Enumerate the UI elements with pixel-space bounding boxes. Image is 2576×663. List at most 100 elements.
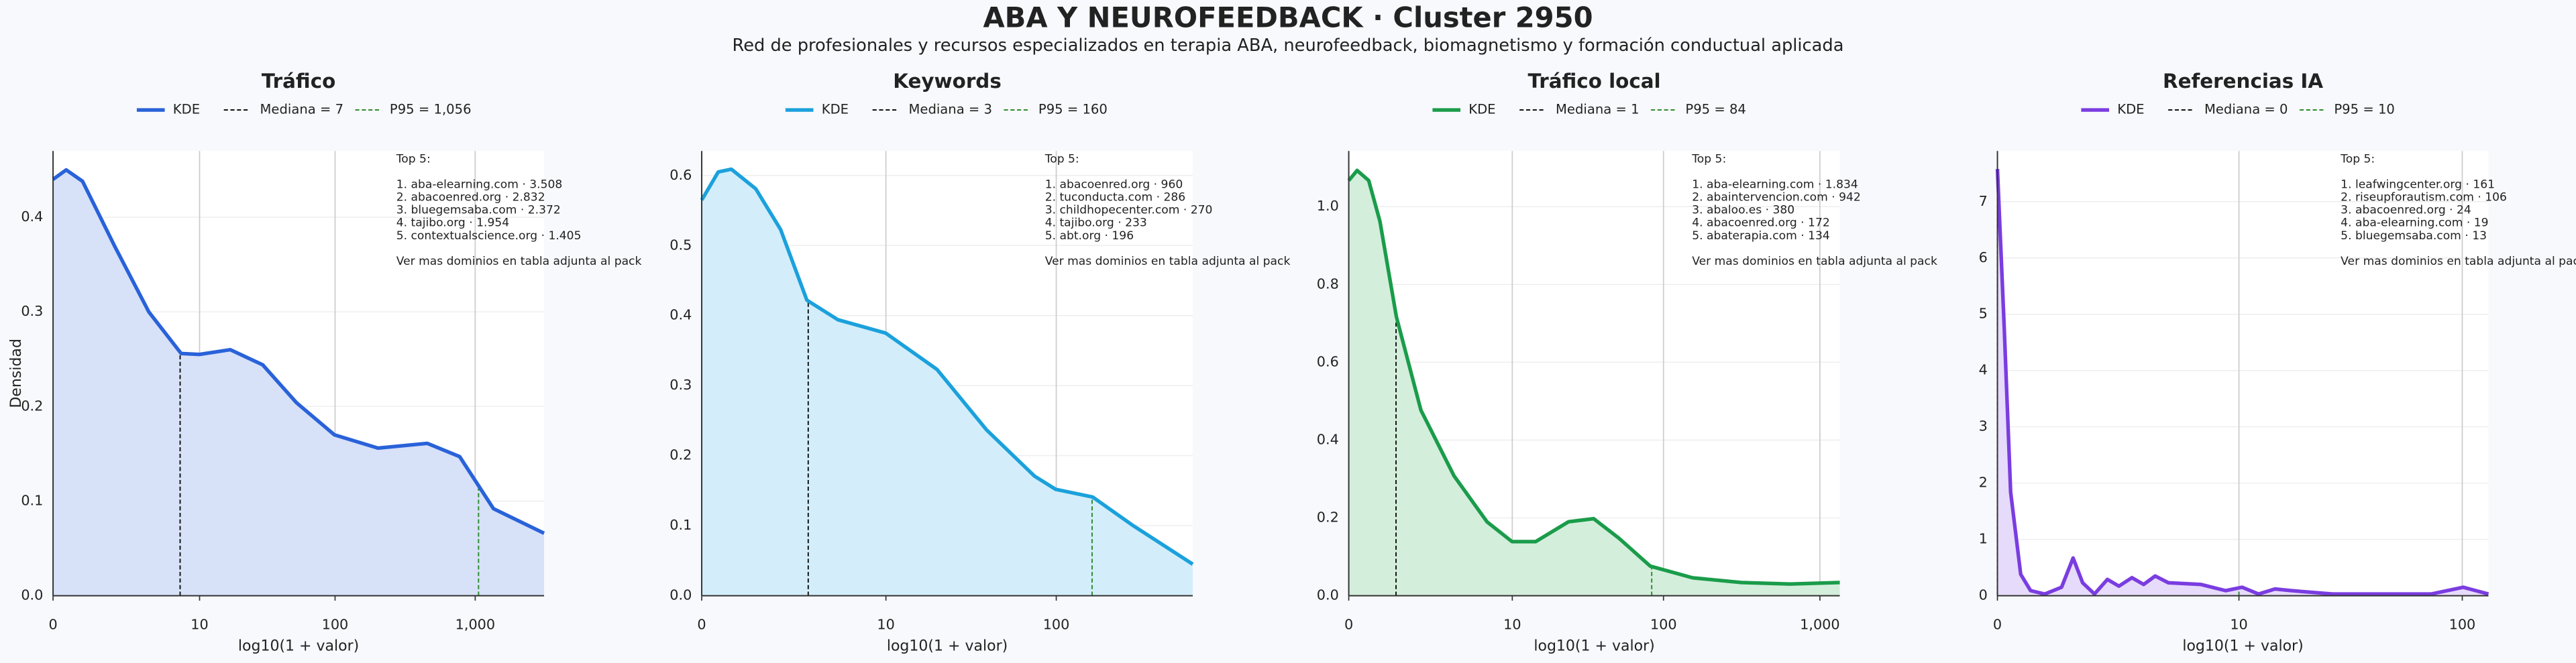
annotation-line: 4. aba-elearning.com · 19 (2341, 217, 2488, 230)
x-tick-label: 10 (877, 617, 894, 633)
panel: 0.0 0.1 0.2 0.3 0.4 0.5 0.6 0 10 100 KDE Mediana = … (669, 70, 1290, 655)
legend-label: KDE (1468, 102, 1495, 117)
annotation-title: Top 5: (2340, 152, 2375, 166)
y-tick-label: 0.6 (669, 167, 692, 183)
legend-label: P95 = 1,056 (390, 102, 472, 117)
annotation-line: 1. aba-elearning.com · 3.508 (396, 178, 563, 191)
x-tick-label: 0 (697, 617, 706, 633)
y-tick-label: 1 (1979, 531, 1988, 547)
annotation-line: 4. tajibo.org · 233 (1045, 217, 1147, 230)
annotation-line: 4. tajibo.org · 1.954 (396, 217, 509, 230)
legend-label: P95 = 160 (1038, 102, 1108, 117)
kde-line (700, 167, 1194, 566)
x-tick-label: 100 (322, 617, 349, 633)
panel-title: Tráfico (262, 70, 335, 93)
panel: 0.0 0.2 0.4 0.6 0.8 1.0 0 10 100 1,000 KDE Mediana … (1317, 70, 1937, 655)
y-tick-label: 3 (1979, 418, 1988, 434)
y-tick-label: 0.0 (21, 587, 43, 603)
legend-label: Mediana = 1 (1556, 102, 1640, 117)
kde-line (52, 168, 545, 535)
x-tick-label: 0 (1344, 617, 1353, 633)
annotation-line: 1. aba-elearning.com · 1.834 (1692, 178, 1858, 191)
y-tick-label: 0.2 (1317, 509, 1339, 526)
y-tick-label: 5 (1979, 306, 1988, 322)
kde-area (53, 170, 545, 596)
y-tick-label: 2 (1979, 475, 1988, 491)
x-tick-label: 100 (2449, 617, 2476, 633)
y-tick-label: 7 (1979, 193, 1988, 209)
annotation-line: 5. abaterapia.com · 134 (1692, 229, 1830, 243)
panel: 0 1 2 3 4 5 6 7 0 10 100 KDE Mediana = 0 P95 = 10 Refe… (1979, 70, 2576, 655)
x-tick-label: 10 (2230, 617, 2247, 633)
plot-area (1997, 151, 2489, 596)
y-tick-label: 0.4 (1317, 431, 1339, 447)
kde-line (1995, 168, 2489, 596)
legend-label: KDE (173, 102, 200, 117)
y-tick-label: 0.1 (21, 492, 43, 508)
figure-title: ABA Y NEUROFEEDBACK · Cluster 2950 (983, 1, 1593, 34)
x-axis-label: log10(1 + valor) (2182, 638, 2303, 655)
x-tick-label: 1,000 (1800, 617, 1840, 633)
annotation-note: Ver mas dominios en tabla adjunta al pac… (1692, 255, 1937, 268)
kde-line (1347, 168, 1840, 586)
y-tick-label: 0.1 (669, 517, 692, 533)
annotation-line: 5. contextualscience.org · 1.405 (396, 229, 582, 243)
x-tick-label: 100 (1043, 617, 1070, 633)
legend-label: KDE (822, 102, 849, 117)
annotation-line: 3. abacoenred.org · 24 (2341, 204, 2471, 217)
x-axis-label: log10(1 + valor) (1534, 638, 1654, 655)
x-tick-label: 0 (48, 617, 57, 633)
annotation-line: 3. abaloo.es · 380 (1692, 204, 1794, 217)
y-tick-label: 0.4 (21, 208, 43, 225)
figure-subtitle: Red de profesionales y recursos especial… (733, 36, 1844, 56)
y-tick-label: 4 (1979, 362, 1988, 378)
y-tick-label: 0.2 (669, 447, 692, 463)
annotation-line: 4. abacoenred.org · 172 (1692, 217, 1830, 230)
annotation-line: 2. tuconducta.com · 286 (1045, 190, 1185, 204)
annotation-note: Ver mas dominios en tabla adjunta al pac… (1045, 255, 1291, 268)
y-tick-label: 0.2 (21, 398, 43, 414)
annotation-line: 1. abacoenred.org · 960 (1045, 178, 1183, 191)
x-tick-label: 1,000 (455, 617, 496, 633)
annotation-line: 2. riseupforautism.com · 106 (2341, 190, 2507, 204)
legend-label: Mediana = 7 (260, 102, 344, 117)
y-tick-label: 0.6 (1317, 353, 1339, 369)
annotation-line: 5. bluegemsaba.com · 13 (2341, 229, 2487, 243)
kde-area (1348, 170, 1840, 596)
y-tick-label: 6 (1979, 249, 1988, 265)
annotation-note: Ver mas dominios en tabla adjunta al pac… (2341, 255, 2576, 268)
y-tick-label: 0 (1979, 587, 1988, 603)
annotation-line: 2. abacoenred.org · 2.832 (396, 190, 545, 204)
panel: 0.0 0.1 0.2 0.3 0.4 0 10 100 1,000 KDE Mediana = 7… (8, 70, 641, 655)
annotation-line: 1. leafwingcenter.org · 161 (2341, 178, 2495, 191)
x-tick-label: 0 (1993, 617, 2002, 633)
panel-title: Tráfico local (1527, 70, 1660, 93)
y-axis-label: Densidad (8, 339, 25, 408)
y-tick-label: 0.0 (1317, 587, 1339, 603)
y-tick-label: 0.3 (669, 377, 692, 393)
y-tick-label: 0.4 (669, 307, 692, 323)
annotation-line: 3. bluegemsaba.com · 2.372 (396, 204, 561, 217)
y-tick-label: 0.8 (1317, 276, 1339, 292)
annotation-line: 2. abaintervencion.com · 942 (1692, 190, 1861, 204)
panel-title: Keywords (893, 70, 1002, 93)
annotation-title: Top 5: (1691, 152, 1726, 166)
legend-label: Mediana = 0 (2204, 102, 2288, 117)
panel-title: Referencias IA (2163, 70, 2323, 93)
annotation-line: 5. abt.org · 196 (1045, 229, 1134, 243)
x-tick-label: 10 (191, 617, 208, 633)
y-tick-label: 1.0 (1317, 198, 1339, 214)
y-tick-label: 0.3 (21, 303, 43, 319)
legend-label: P95 = 10 (2334, 102, 2394, 117)
y-tick-label: 0.0 (669, 587, 692, 603)
legend-label: KDE (2117, 102, 2144, 117)
annotation-title: Top 5: (396, 152, 431, 166)
legend-label: Mediana = 3 (909, 102, 993, 117)
annotation-line: 3. childhopecenter.com · 270 (1045, 204, 1213, 217)
annotation-title: Top 5: (1044, 152, 1079, 166)
x-axis-label: log10(1 + valor) (887, 638, 1008, 655)
x-tick-label: 10 (1503, 617, 1521, 633)
x-axis-label: log10(1 + valor) (238, 638, 359, 655)
